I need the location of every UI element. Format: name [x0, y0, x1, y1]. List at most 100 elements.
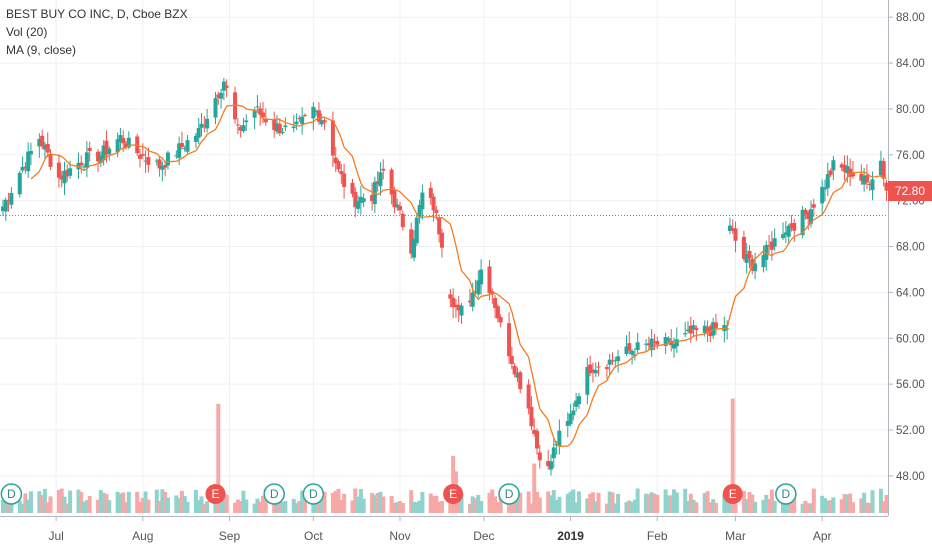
candle — [588, 355, 593, 377]
volume-bar — [135, 491, 140, 513]
candle-body — [98, 155, 103, 163]
candle — [23, 162, 28, 174]
candle-body — [48, 153, 53, 167]
marker-circle — [498, 483, 520, 505]
candle — [685, 320, 690, 334]
candle-body — [571, 410, 576, 416]
dividend-marker[interactable]: D — [263, 483, 285, 505]
marker-label: D — [505, 487, 514, 501]
volume-bar — [470, 496, 475, 513]
volume-bar — [842, 493, 847, 513]
volume-bar — [434, 495, 439, 513]
volume-bar — [632, 499, 637, 513]
dividend-marker[interactable]: D — [498, 483, 520, 505]
candle — [655, 336, 660, 349]
candle-body — [711, 322, 716, 336]
volume-study-label[interactable]: Vol (20) — [6, 25, 48, 39]
candle — [526, 379, 531, 415]
candle-body — [294, 121, 299, 125]
volume-bar — [694, 502, 699, 513]
candle — [283, 117, 288, 132]
dividend-marker[interactable]: D — [0, 483, 23, 505]
candle — [627, 331, 632, 355]
candle — [37, 133, 42, 158]
candle — [646, 336, 651, 351]
candle — [101, 140, 106, 166]
candle — [98, 151, 103, 168]
volume-bar — [28, 491, 33, 513]
earnings-marker[interactable]: E — [205, 484, 226, 504]
candle — [864, 164, 869, 189]
ma-study-label[interactable]: MA (9, close) — [6, 43, 77, 57]
volume-bar — [767, 498, 772, 513]
candle — [261, 101, 266, 124]
time-tick-label: Apr — [813, 529, 832, 543]
symbol-title[interactable]: BEST BUY CO INC, D, Cboe BZX — [6, 7, 188, 21]
volume-bar — [339, 500, 344, 513]
volume-bar — [1, 500, 5, 513]
volume-bar — [297, 500, 302, 513]
candle-body — [593, 369, 598, 374]
volume-bar — [84, 500, 89, 513]
candle — [694, 325, 699, 341]
candle — [705, 320, 710, 343]
volume-bar — [241, 490, 246, 513]
volume-bar — [495, 502, 500, 513]
marker-circle — [302, 483, 325, 505]
candle-body — [143, 160, 148, 162]
volume-bar — [233, 502, 238, 513]
volume-bar — [154, 489, 159, 513]
candle-body — [42, 144, 47, 150]
earnings-marker[interactable]: E — [443, 484, 464, 504]
candle-body — [68, 168, 73, 176]
price-axis: 88.0084.0080.0076.0072.0068.0064.0060.00… — [888, 0, 932, 550]
candle — [146, 147, 151, 173]
candle-body — [219, 92, 224, 99]
candle-body — [702, 325, 707, 333]
volume-bar — [490, 489, 495, 513]
volume-bar — [392, 502, 397, 513]
candle-body — [828, 170, 833, 175]
candle — [593, 362, 598, 377]
dividend-marker[interactable]: D — [775, 483, 797, 505]
volume-bar — [753, 501, 758, 513]
candle — [137, 148, 142, 168]
volume-bar — [683, 488, 688, 513]
dividend-marker[interactable]: D — [302, 483, 325, 505]
candle-body — [630, 350, 635, 355]
volume-bar — [219, 494, 224, 513]
candle — [302, 113, 307, 117]
candle-body — [378, 172, 383, 187]
candle-body — [495, 306, 500, 319]
earnings-marker[interactable]: E — [722, 484, 743, 504]
candle-body — [565, 421, 570, 426]
volume-bar — [644, 493, 649, 513]
volume-bar — [221, 492, 226, 513]
candle-body — [241, 125, 246, 132]
candle — [84, 141, 89, 178]
time-tick-label: Aug — [132, 529, 153, 543]
volume-bar — [551, 490, 556, 513]
volume-bar — [881, 501, 886, 513]
candle — [140, 143, 145, 160]
volume-bar — [6, 501, 11, 513]
candle — [828, 168, 833, 177]
candle — [557, 419, 562, 455]
candle — [683, 321, 688, 338]
volume-bar — [487, 492, 492, 513]
candle — [297, 115, 302, 123]
volume-bar — [783, 501, 788, 513]
volume-bar — [40, 495, 45, 513]
candle-body — [255, 106, 260, 108]
candle-body — [316, 110, 321, 122]
volume-bar — [322, 491, 327, 513]
candle-body — [845, 166, 850, 174]
volume-bar — [685, 500, 690, 513]
volume-bar — [302, 495, 307, 513]
candle-body — [616, 356, 621, 362]
volume-bar — [850, 502, 855, 513]
volume-bar — [781, 499, 786, 513]
time-tick-label: Oct — [304, 529, 323, 543]
volume-bar — [590, 492, 595, 513]
